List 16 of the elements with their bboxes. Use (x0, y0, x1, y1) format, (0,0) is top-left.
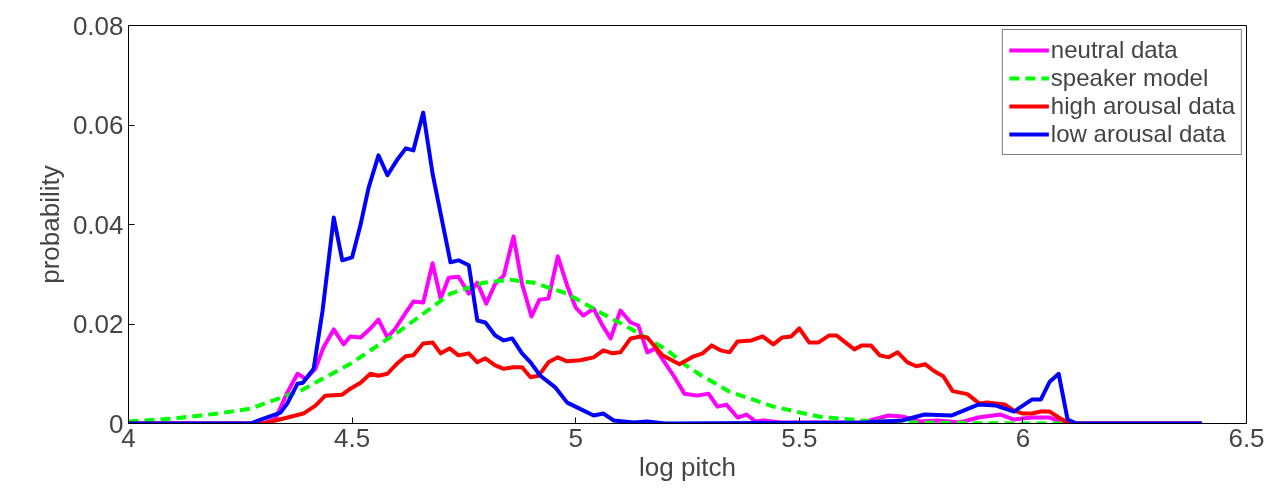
y-tick-label: 0.04 (72, 209, 124, 240)
x-tick-label: 6 (1015, 422, 1031, 453)
x-tick-label: 4.5 (334, 422, 371, 453)
legend-label: speaker model (1050, 64, 1209, 92)
legend-label: low arousal data (1050, 120, 1226, 148)
y-tick-label: 0.08 (72, 10, 124, 41)
legend-label: neutral data (1050, 36, 1178, 64)
x-tick-label: 6.5 (1228, 422, 1265, 453)
x-tick-label: 5.5 (781, 422, 818, 453)
legend-label: high arousal data (1050, 92, 1235, 120)
x-axis-title: log pitch (639, 451, 736, 482)
y-tick-label: 0.06 (72, 110, 124, 140)
x-tick-label: 5 (568, 422, 583, 453)
y-axis-title: probability (34, 165, 65, 284)
y-tick-label: 0 (109, 408, 124, 439)
y-tick-label: 0.02 (72, 309, 124, 339)
